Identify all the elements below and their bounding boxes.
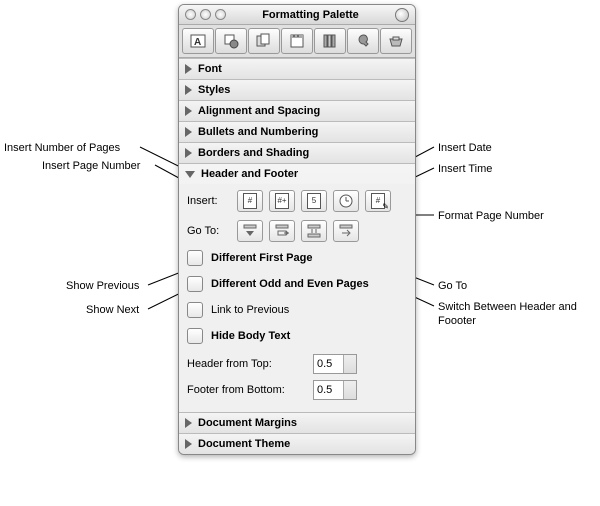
header-footer-body: Insert: ✎ Go To: Different First Page <box>179 184 415 412</box>
section-margins[interactable]: Document Margins <box>179 412 415 433</box>
disclosure-icon <box>185 148 192 158</box>
header-from-top-label: Header from Top: <box>187 358 307 370</box>
callout-show-next: Show Next <box>86 303 139 317</box>
tool-formatting-icon[interactable]: A <box>182 28 214 54</box>
insert-number-of-pages-button[interactable] <box>269 190 295 212</box>
link-previous-row: Link to Previous <box>187 302 407 318</box>
header-from-top-input[interactable]: 0.5 <box>313 354 357 374</box>
link-previous-checkbox[interactable] <box>187 302 203 318</box>
section-label: Borders and Shading <box>198 147 309 159</box>
callout-insert-date: Insert Date <box>438 141 492 155</box>
insert-row: Insert: ✎ <box>187 190 407 212</box>
tool-scrapbook-icon[interactable] <box>281 28 313 54</box>
format-page-number-button[interactable]: ✎ <box>365 190 391 212</box>
callout-insert-time: Insert Time <box>438 162 492 176</box>
hide-body-checkbox[interactable] <box>187 328 203 344</box>
disclosure-icon <box>185 439 192 449</box>
insert-time-button[interactable] <box>333 190 359 212</box>
toolbox-toggle-icon[interactable] <box>395 8 409 22</box>
different-odd-even-row: Different Odd and Even Pages <box>187 276 407 292</box>
callout-insert-page-num: Insert Page Number <box>42 159 140 173</box>
section-label: Header and Footer <box>201 168 298 180</box>
window-title: Formatting Palette <box>230 9 391 21</box>
section-label: Alignment and Spacing <box>198 105 320 117</box>
insert-label: Insert: <box>187 195 231 207</box>
callout-show-previous: Show Previous <box>66 279 139 293</box>
header-from-top-value: 0.5 <box>317 358 332 370</box>
insert-page-number-button[interactable] <box>237 190 263 212</box>
disclosure-icon <box>185 85 192 95</box>
link-previous-label: Link to Previous <box>211 304 289 316</box>
disclosure-icon <box>185 127 192 137</box>
section-label: Document Margins <box>198 417 297 429</box>
goto-row: Go To: <box>187 220 407 242</box>
svg-text:A: A <box>194 37 201 48</box>
insert-date-button[interactable] <box>301 190 327 212</box>
disclosure-icon <box>185 418 192 428</box>
section-header-footer-toggle[interactable]: Header and Footer <box>179 164 415 184</box>
different-first-checkbox[interactable] <box>187 250 203 266</box>
section-font[interactable]: Font <box>179 58 415 79</box>
disclosure-open-icon <box>185 171 195 178</box>
section-borders[interactable]: Borders and Shading <box>179 142 415 163</box>
section-label: Bullets and Numbering <box>198 126 318 138</box>
section-theme[interactable]: Document Theme <box>179 433 415 454</box>
different-first-label: Different First Page <box>211 252 312 264</box>
disclosure-icon <box>185 64 192 74</box>
callout-goto: Go To <box>438 279 467 293</box>
section-label: Document Theme <box>198 438 290 450</box>
footer-from-bottom-input[interactable]: 0.5 <box>313 380 357 400</box>
different-first-row: Different First Page <box>187 250 407 266</box>
zoom-icon[interactable] <box>215 9 226 20</box>
disclosure-icon <box>185 106 192 116</box>
palette-toolbar: A <box>179 25 415 58</box>
section-alignment[interactable]: Alignment and Spacing <box>179 100 415 121</box>
footer-from-bottom-value: 0.5 <box>317 384 332 396</box>
hide-body-label: Hide Body Text <box>211 330 290 342</box>
show-previous-button[interactable] <box>237 220 263 242</box>
callout-insert-num-pages: Insert Number of Pages <box>4 141 120 155</box>
footer-from-bottom-row: Footer from Bottom: 0.5 <box>187 380 407 400</box>
titlebar: Formatting Palette <box>179 5 415 25</box>
tool-project-icon[interactable] <box>380 28 412 54</box>
show-next-button[interactable] <box>269 220 295 242</box>
tool-compatibility-icon[interactable] <box>347 28 379 54</box>
different-odd-even-label: Different Odd and Even Pages <box>211 278 369 290</box>
section-label: Styles <box>198 84 230 96</box>
section-bullets[interactable]: Bullets and Numbering <box>179 121 415 142</box>
footer-from-bottom-label: Footer from Bottom: <box>187 384 307 396</box>
section-label: Font <box>198 63 222 75</box>
section-styles[interactable]: Styles <box>179 79 415 100</box>
tool-pages-icon[interactable] <box>248 28 280 54</box>
different-odd-even-checkbox[interactable] <box>187 276 203 292</box>
switch-header-footer-button[interactable] <box>301 220 327 242</box>
section-header-footer: Header and Footer Insert: ✎ Go To: Diffe… <box>179 163 415 412</box>
formatting-palette-window: Formatting Palette A Font Styles Alignme… <box>178 4 416 455</box>
close-icon[interactable] <box>185 9 196 20</box>
callout-switch: Switch Between Header and Foooter <box>438 300 588 329</box>
tool-object-icon[interactable] <box>215 28 247 54</box>
goto-label: Go To: <box>187 225 231 237</box>
callout-format-page-num: Format Page Number <box>438 209 544 223</box>
minimize-icon[interactable] <box>200 9 211 20</box>
goto-button[interactable] <box>333 220 359 242</box>
hide-body-row: Hide Body Text <box>187 328 407 344</box>
tool-reference-icon[interactable] <box>314 28 346 54</box>
header-from-top-row: Header from Top: 0.5 <box>187 354 407 374</box>
